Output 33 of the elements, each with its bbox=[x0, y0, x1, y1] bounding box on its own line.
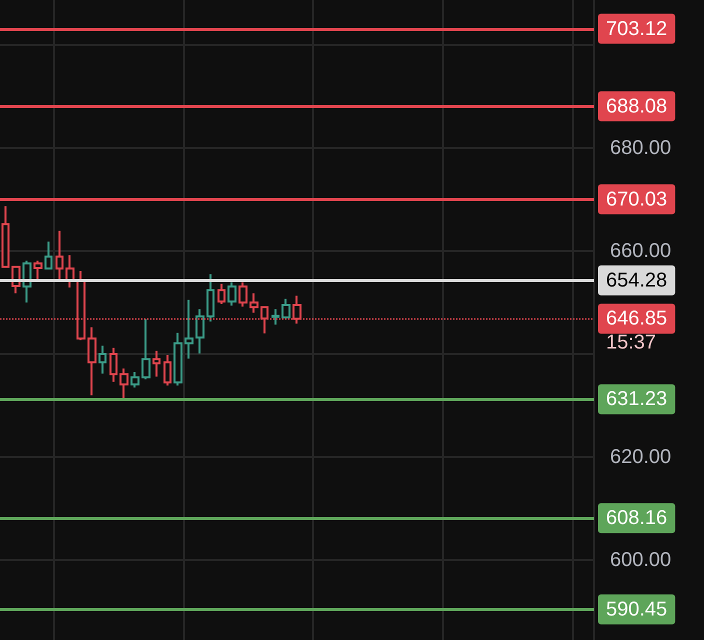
candlestick bbox=[2, 205, 10, 268]
ref-line-label: 670.03 bbox=[606, 188, 668, 210]
candlestick bbox=[282, 298, 290, 318]
candlestick bbox=[272, 308, 280, 326]
candlestick bbox=[174, 332, 182, 386]
candlestick bbox=[34, 260, 42, 282]
candlestick bbox=[184, 298, 194, 360]
ref-line-label: 654.28 bbox=[606, 269, 668, 292]
ref-line-label: 631.23 bbox=[606, 388, 668, 410]
candlestick bbox=[196, 308, 204, 354]
candlestick bbox=[88, 326, 96, 396]
candlestick bbox=[164, 354, 172, 386]
candlestick bbox=[206, 273, 214, 323]
ref-line-label: 608.16 bbox=[606, 507, 668, 530]
ref-line-label: 703.12 bbox=[606, 18, 668, 40]
text: 15:37 bbox=[606, 332, 656, 354]
y-tick-label: 620.00 bbox=[610, 446, 672, 468]
candlestick bbox=[142, 318, 150, 380]
y-tick-label: 680.00 bbox=[610, 136, 672, 159]
ref-line-label: 646.85 bbox=[606, 308, 668, 330]
candlestick bbox=[250, 292, 258, 314]
candlestick bbox=[130, 371, 140, 389]
candlestick bbox=[238, 281, 248, 308]
candlestick bbox=[98, 344, 106, 375]
ref-line-label: 590.45 bbox=[606, 598, 668, 620]
candlestick bbox=[44, 240, 52, 270]
candlestick bbox=[110, 346, 118, 383]
candlestick bbox=[218, 282, 226, 306]
y-tick-label: 600.00 bbox=[610, 549, 672, 572]
candlestick bbox=[152, 350, 160, 378]
ref-line-label: 688.08 bbox=[606, 95, 668, 118]
y-tick-label: 660.00 bbox=[610, 240, 672, 262]
candlestick bbox=[228, 281, 236, 307]
